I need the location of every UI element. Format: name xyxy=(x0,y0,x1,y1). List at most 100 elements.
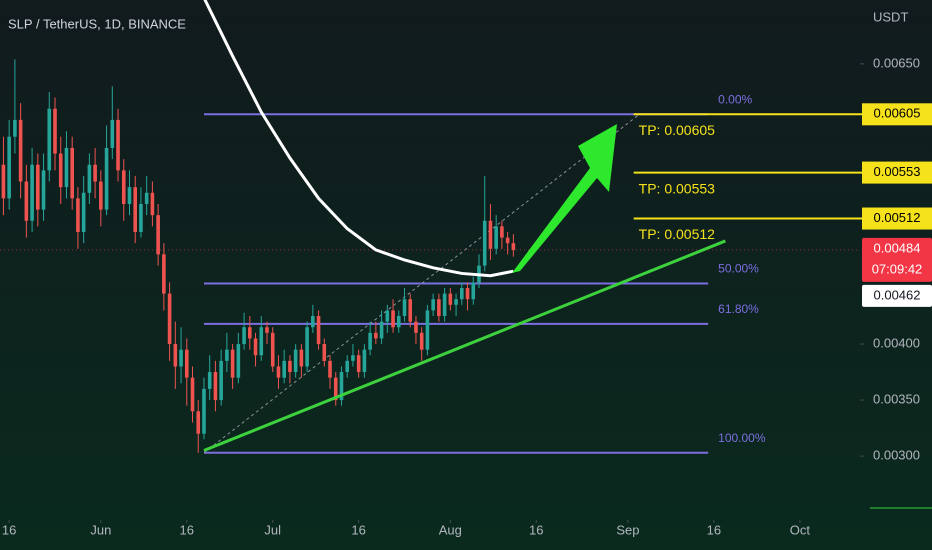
candle-body xyxy=(127,187,132,204)
candle-body xyxy=(150,192,155,216)
x-tick-label: Oct xyxy=(790,522,811,537)
candle-body xyxy=(133,187,138,232)
target-price-label: 0.00605 xyxy=(874,106,921,121)
fib-label: 0.00% xyxy=(718,92,752,106)
chart-title: SLP / TetherUS, 1D, BINANCE xyxy=(8,16,186,31)
candle-body xyxy=(437,299,441,317)
candle-body xyxy=(248,327,252,339)
candle-body xyxy=(511,243,516,250)
candle-body xyxy=(276,366,281,378)
candle-body xyxy=(70,147,74,199)
candle-body xyxy=(500,226,504,238)
arrow xyxy=(512,124,617,273)
candle-body xyxy=(7,136,11,199)
trend-line xyxy=(203,239,726,452)
candle-body xyxy=(288,360,292,373)
candle-body xyxy=(265,327,269,333)
candle-body xyxy=(139,203,143,232)
last-price-box xyxy=(862,237,932,282)
target-price-label: 0.00553 xyxy=(874,164,921,179)
candle-body xyxy=(110,119,115,148)
target-price-box xyxy=(862,161,932,184)
x-tick-label: Sep xyxy=(616,522,639,537)
candle-body xyxy=(316,316,321,345)
candle-body xyxy=(13,119,17,137)
x-tick-label: 16 xyxy=(707,522,721,537)
target-price-box xyxy=(862,207,932,230)
candle-body xyxy=(311,316,315,328)
countdown: 07:09:42 xyxy=(872,261,923,276)
candle-body xyxy=(156,215,160,255)
target-label: TP: 0.00553 xyxy=(639,180,715,196)
x-tick-label: 16 xyxy=(351,522,365,537)
candle-body xyxy=(368,332,372,350)
candle-body xyxy=(459,288,464,300)
candle-body xyxy=(76,198,80,232)
candle-body xyxy=(333,377,338,401)
candle-body xyxy=(339,372,344,401)
candle-body xyxy=(465,288,470,300)
fib-diagonal xyxy=(203,113,640,454)
candle-body xyxy=(196,411,201,434)
candle-body xyxy=(379,321,384,339)
target-label: TP: 0.00605 xyxy=(639,122,715,138)
candle-body xyxy=(471,282,476,300)
candle-body xyxy=(505,237,510,244)
x-tick-label: Jun xyxy=(90,522,111,537)
candle-body xyxy=(259,327,264,356)
last-price-label: 0.00484 xyxy=(874,240,921,255)
fib-label: 100.00% xyxy=(718,431,766,445)
candle-body xyxy=(385,310,390,322)
candle-body xyxy=(202,388,206,434)
candle-body xyxy=(47,108,52,171)
candle-body xyxy=(53,108,57,154)
candle-body xyxy=(414,321,418,333)
moving-average xyxy=(203,0,514,278)
candle-body xyxy=(305,327,309,367)
plot-area: 0.00% 50.00% 61.80% 100.00% xyxy=(0,0,860,454)
candle-body xyxy=(81,192,86,232)
candle-body xyxy=(41,170,46,210)
target-price-box xyxy=(862,103,932,126)
candle-body xyxy=(391,310,395,328)
marker-price-label: 0.00462 xyxy=(874,287,921,302)
candle-body xyxy=(253,338,258,356)
candle-body xyxy=(24,181,29,221)
candle-body xyxy=(104,147,109,210)
candle-body xyxy=(482,220,487,266)
candle-body xyxy=(396,316,401,328)
candle-body xyxy=(58,153,63,188)
candle-body xyxy=(162,254,166,294)
candle-body xyxy=(442,293,447,317)
candle-body xyxy=(351,355,355,361)
x-tick-label: Jul xyxy=(264,522,281,537)
candle-body xyxy=(242,327,246,345)
candle-body xyxy=(374,332,378,339)
candle-body xyxy=(184,349,189,378)
candle-body xyxy=(345,360,350,373)
y-unit: USDT xyxy=(873,9,908,24)
candle-body xyxy=(236,344,241,378)
candle-body xyxy=(179,349,183,367)
candle-body xyxy=(167,293,172,345)
candle-body xyxy=(362,349,367,373)
candle-body xyxy=(230,349,235,378)
candle-body xyxy=(99,181,103,210)
marker-price-box xyxy=(862,284,932,307)
candle-body xyxy=(36,164,40,210)
candle-body xyxy=(173,344,178,367)
x-tick-label: Aug xyxy=(439,522,462,537)
x-tick-label: 16 xyxy=(2,522,16,537)
candle-body xyxy=(408,299,413,322)
candle-body xyxy=(207,372,212,389)
candle-body xyxy=(454,299,458,305)
candle-body xyxy=(93,164,97,182)
candle-body xyxy=(64,147,69,188)
candle-body xyxy=(488,220,493,249)
x-tick-label: 16 xyxy=(529,522,543,537)
candle-body xyxy=(1,164,6,199)
candle-body xyxy=(270,332,275,367)
candle-body xyxy=(419,332,424,350)
candle-body xyxy=(425,310,430,350)
